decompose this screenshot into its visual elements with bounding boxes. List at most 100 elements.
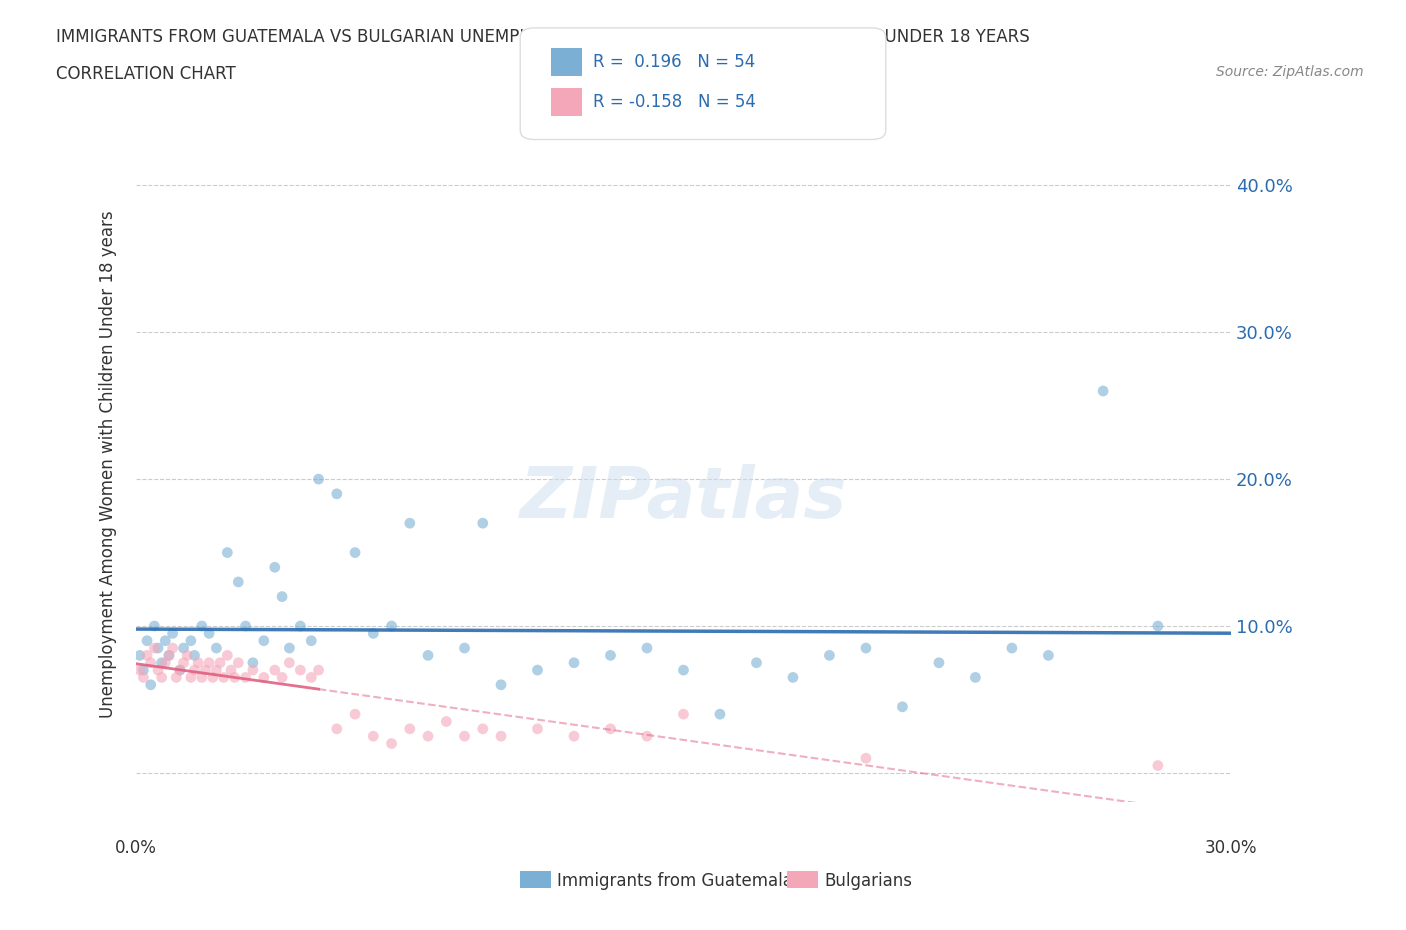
Text: 30.0%: 30.0% [1205, 839, 1257, 857]
Point [299, 670, 322, 684]
Point [242, 663, 264, 678]
Point [745, 656, 768, 671]
Point [169, 663, 191, 678]
Point [205, 641, 228, 656]
Point [636, 641, 658, 656]
Point [562, 729, 585, 744]
Text: ZIPatlas: ZIPatlas [520, 464, 848, 533]
Point [150, 656, 173, 671]
Point [242, 656, 264, 671]
Point [165, 670, 187, 684]
Point [128, 648, 150, 663]
Point [224, 670, 246, 684]
Point [150, 670, 173, 684]
Point [212, 670, 235, 684]
Point [636, 729, 658, 744]
Text: R = -0.158   N = 54: R = -0.158 N = 54 [593, 93, 756, 112]
Point [344, 545, 367, 560]
Point [155, 633, 177, 648]
Point [226, 575, 249, 590]
Point [363, 626, 385, 641]
Point [253, 670, 276, 684]
Point [489, 677, 512, 692]
Point [1147, 618, 1170, 633]
Text: 0.0%: 0.0% [115, 839, 157, 857]
Point [209, 656, 232, 671]
Point [136, 648, 159, 663]
Point [253, 633, 276, 648]
Text: Bulgarians: Bulgarians [824, 871, 912, 890]
Point [308, 472, 330, 486]
Point [782, 670, 804, 684]
Point [183, 663, 205, 678]
Point [139, 656, 162, 671]
Point [226, 656, 249, 671]
Point [855, 641, 877, 656]
Point [278, 641, 301, 656]
Point [363, 729, 385, 744]
Point [891, 699, 914, 714]
Point [157, 648, 180, 663]
Point [416, 729, 439, 744]
Point [183, 648, 205, 663]
Point [136, 633, 159, 648]
Point [380, 736, 402, 751]
Point [173, 656, 195, 671]
Point [928, 656, 950, 671]
Y-axis label: Unemployment Among Women with Children Under 18 years: Unemployment Among Women with Children U… [100, 210, 117, 718]
Point [308, 663, 330, 678]
Point [198, 656, 221, 671]
Point [526, 722, 548, 737]
Point [278, 656, 301, 671]
Point [672, 707, 695, 722]
Point [326, 722, 349, 737]
Point [143, 618, 166, 633]
Point [263, 560, 285, 575]
Text: CORRELATION CHART: CORRELATION CHART [56, 65, 236, 83]
Text: IMMIGRANTS FROM GUATEMALA VS BULGARIAN UNEMPLOYMENT AMONG WOMEN WITH CHILDREN UN: IMMIGRANTS FROM GUATEMALA VS BULGARIAN U… [56, 28, 1031, 46]
Point [146, 663, 169, 678]
Point [155, 656, 177, 671]
Point [128, 663, 150, 678]
Point [180, 633, 202, 648]
Point [162, 626, 184, 641]
Point [471, 516, 494, 531]
Point [191, 670, 214, 684]
Point [818, 648, 841, 663]
Text: Immigrants from Guatemala: Immigrants from Guatemala [557, 871, 793, 890]
Point [235, 618, 257, 633]
Point [162, 641, 184, 656]
Point [139, 677, 162, 692]
Point [191, 618, 214, 633]
Point [398, 516, 420, 531]
Point [1092, 383, 1115, 398]
Point [965, 670, 987, 684]
Point [398, 722, 420, 737]
Point [205, 663, 228, 678]
Text: R =  0.196   N = 54: R = 0.196 N = 54 [593, 53, 755, 72]
Point [434, 714, 457, 729]
Point [271, 590, 294, 604]
Point [344, 707, 367, 722]
Point [169, 663, 191, 678]
Point [672, 663, 695, 678]
Point [489, 729, 512, 744]
Point [271, 670, 294, 684]
Point [1038, 648, 1060, 663]
Point [219, 663, 242, 678]
Point [1147, 758, 1170, 773]
Point [198, 626, 221, 641]
Point [157, 648, 180, 663]
Point [453, 641, 475, 656]
Point [326, 486, 349, 501]
Point [217, 648, 239, 663]
Point [380, 618, 402, 633]
Point [201, 670, 224, 684]
Text: Source: ZipAtlas.com: Source: ZipAtlas.com [1216, 65, 1364, 79]
Point [453, 729, 475, 744]
Point [146, 641, 169, 656]
Point [599, 648, 621, 663]
Point [235, 670, 257, 684]
Point [176, 648, 198, 663]
Point [263, 663, 285, 678]
